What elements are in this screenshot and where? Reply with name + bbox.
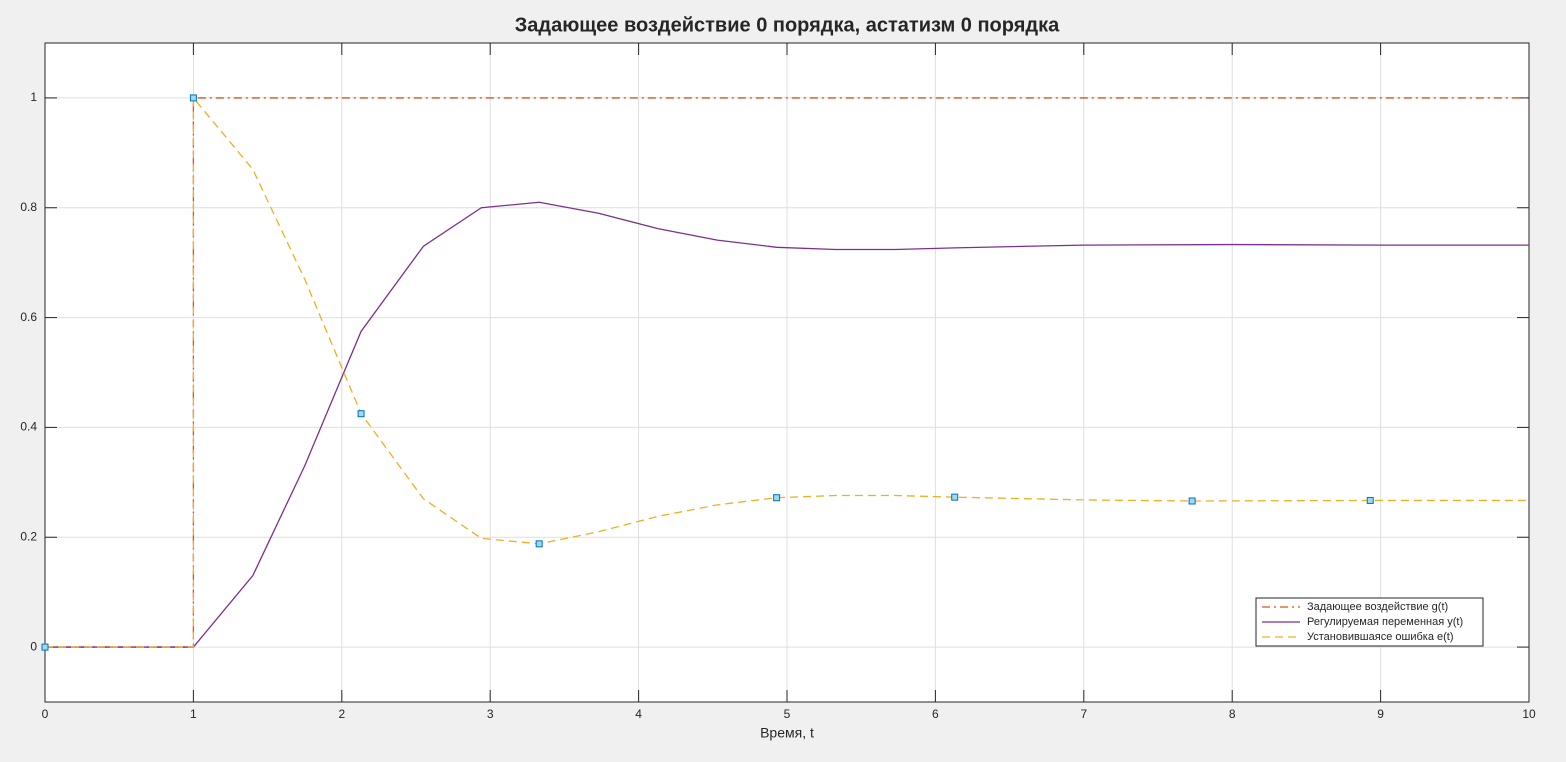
data-tip-marker	[189, 94, 197, 102]
x-tick-label: 0	[42, 707, 49, 721]
axes-box	[44, 42, 1530, 703]
y-tick-label: 0.6	[20, 310, 37, 324]
x-tick-label: 9	[1377, 707, 1384, 721]
x-tick-label: 1	[190, 707, 197, 721]
legend-label: Задающее воздействие g(t)	[1307, 601, 1448, 613]
data-tip-marker	[951, 493, 959, 501]
chart-title: Задающее воздействие 0 порядка, астатизм…	[515, 14, 1060, 36]
data-tip-marker	[41, 643, 49, 651]
data-tip-marker	[535, 540, 543, 548]
x-axis-label: Время, t	[760, 725, 814, 741]
x-tick-label: 7	[1080, 707, 1087, 721]
series-line	[45, 201, 1529, 648]
y-tick-label: 0.4	[20, 420, 37, 434]
legend-label: Регулируемая переменная y(t)	[1307, 616, 1463, 628]
data-tip-marker	[357, 410, 365, 418]
x-tick-label: 2	[338, 707, 345, 721]
x-tick-label: 5	[784, 707, 791, 721]
x-tick-label: 6	[932, 707, 939, 721]
y-tick-label: 1	[30, 90, 37, 104]
y-tick-label: 0.8	[20, 200, 37, 214]
data-tip-marker	[773, 494, 781, 502]
data-tip-marker	[1188, 497, 1196, 505]
series-line	[45, 96, 1529, 648]
y-tick-label: 0	[30, 639, 37, 653]
x-tick-label: 4	[635, 707, 642, 721]
y-tick-label: 0.2	[20, 529, 37, 543]
x-tick-label: 3	[487, 707, 494, 721]
x-tick-label: 10	[1522, 707, 1536, 721]
x-tick-label: 8	[1229, 707, 1236, 721]
legend-label: Установившаясе ошибка e(t)	[1307, 631, 1454, 643]
legend: Задающее воздействие g(t) Регулируемая пе…	[1255, 597, 1484, 647]
data-tip-marker	[1366, 496, 1374, 504]
